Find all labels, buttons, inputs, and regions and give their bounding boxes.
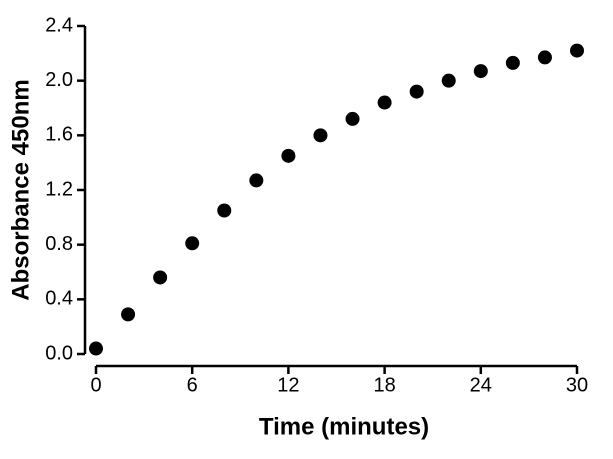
data-point — [473, 64, 488, 79]
y-tick-label: 0.8 — [45, 233, 73, 255]
y-tick-label: 2.4 — [45, 14, 73, 36]
data-point — [313, 128, 328, 143]
data-point — [249, 173, 264, 188]
x-axis-label: Time (minutes) — [259, 413, 429, 440]
data-point — [537, 50, 552, 65]
data-point — [121, 307, 136, 322]
y-tick-label: 1.2 — [45, 178, 73, 200]
data-point — [153, 270, 168, 285]
data-point — [377, 95, 392, 110]
data-point — [89, 341, 103, 356]
data-point — [505, 55, 520, 70]
y-tick-label: 2.0 — [45, 69, 73, 91]
x-tick-label: 6 — [187, 374, 198, 396]
data-point — [185, 236, 200, 251]
x-tick-label: 30 — [566, 374, 588, 396]
y-axis-label: Absorbance 450nm — [7, 79, 34, 300]
data-point — [570, 43, 584, 58]
y-tick-label: 0.0 — [45, 342, 73, 364]
x-tick-label: 18 — [373, 374, 395, 396]
y-tick-label: 1.6 — [45, 124, 73, 146]
y-tick-label: 0.4 — [45, 288, 73, 310]
data-point — [441, 73, 456, 88]
x-tick-label: 0 — [90, 374, 101, 396]
x-tick-label: 12 — [277, 374, 299, 396]
data-point — [345, 111, 360, 126]
data-point — [281, 148, 296, 163]
data-point — [409, 84, 424, 99]
x-tick-label: 24 — [470, 374, 492, 396]
data-point — [217, 203, 232, 218]
